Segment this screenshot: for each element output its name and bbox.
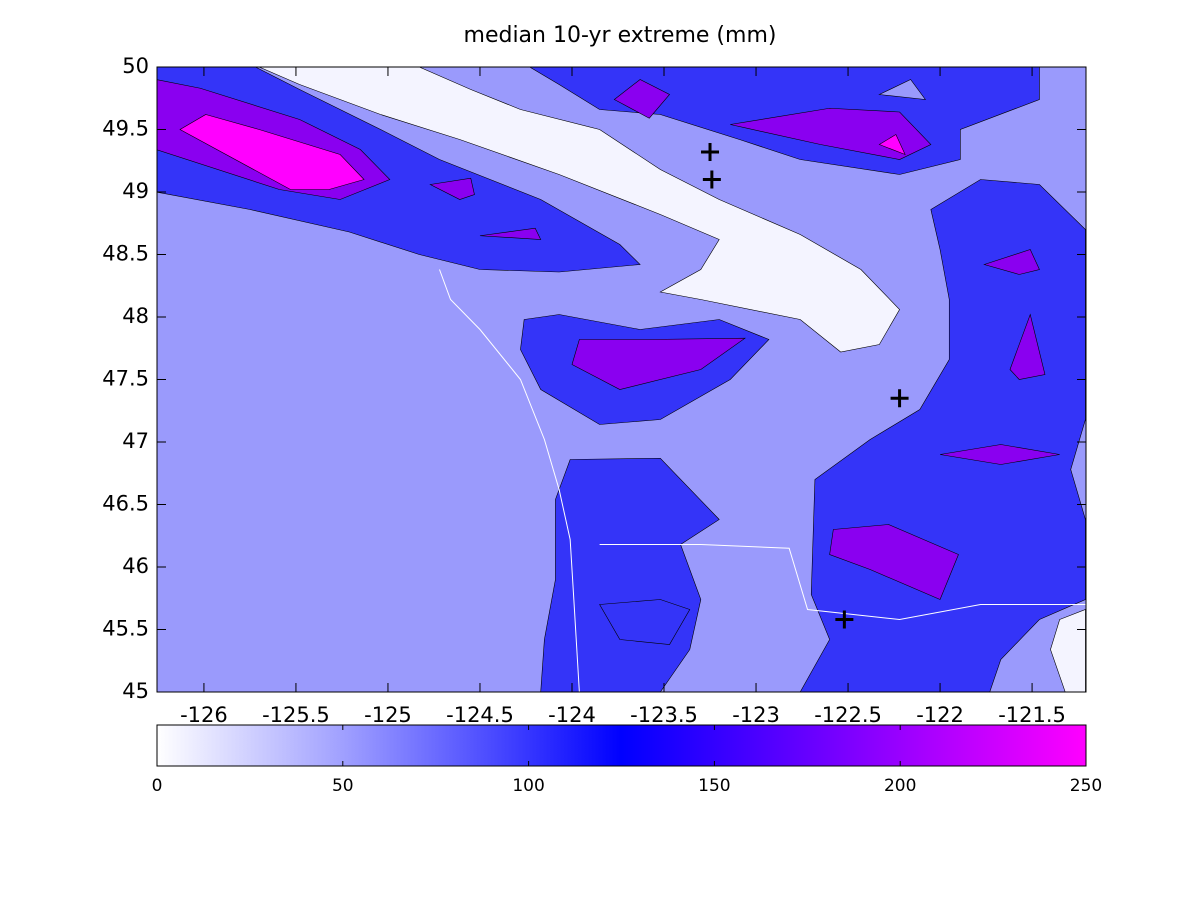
colorbar-tick-label: 150 [698,776,730,796]
y-tick-label: 49.5 [102,117,149,141]
coastline [439,269,580,692]
y-tick-label: 46 [122,554,149,578]
colorbar-tick-label: 100 [512,776,544,796]
station-marker [890,389,909,408]
y-tick-label: 47 [122,429,149,453]
contour-region [940,444,1060,465]
y-tick-label: 45.5 [102,617,149,641]
colorbar-tick-label: 50 [332,776,354,796]
x-tick-label: -121.5 [998,703,1066,727]
contour-region [571,337,746,390]
x-tick-label: -125.5 [262,703,330,727]
contour-region [259,67,900,353]
x-tick-label: -123.5 [630,703,698,727]
x-tick-label: -126 [180,703,228,727]
colorbar-tick-label: 200 [884,776,916,796]
contour-region [479,227,542,240]
x-tick-label: -124 [548,703,596,727]
contour-region [878,79,926,100]
contour-region [878,134,906,156]
contour-region [613,79,671,119]
colorbar-tick-label: 0 [152,776,163,796]
x-tick-label: -122 [916,703,964,727]
colorbar [156,724,1087,767]
x-tick-label: -123 [732,703,780,727]
state-border [599,544,1086,621]
y-tick-label: 48.5 [102,242,149,266]
x-tick-label: -124.5 [446,703,514,727]
x-tick-label: -122.5 [814,703,882,727]
y-tick-label: 49 [122,179,149,203]
contour-region [1050,609,1086,692]
y-tick-label: 50 [122,54,149,78]
station-marker [702,170,721,189]
contour-region [730,107,932,160]
y-tick-label: 45 [122,679,149,703]
chart-title: median 10-yr extreme (mm) [464,23,777,48]
contour-region [429,177,475,200]
contour-layer [157,67,1086,692]
y-tick-label: 46.5 [102,492,149,516]
station-marker [701,143,720,161]
station-marker [835,610,854,629]
contour-region [829,524,959,600]
y-tick-label: 47.5 [102,367,149,391]
x-tick-label: -125 [364,703,412,727]
y-tick-label: 48 [122,304,149,328]
colorbar-tick-label: 250 [1070,776,1102,796]
contour-region [599,599,691,645]
contour-region [983,249,1040,275]
contour-region [1009,313,1046,380]
contour-region [179,114,365,190]
